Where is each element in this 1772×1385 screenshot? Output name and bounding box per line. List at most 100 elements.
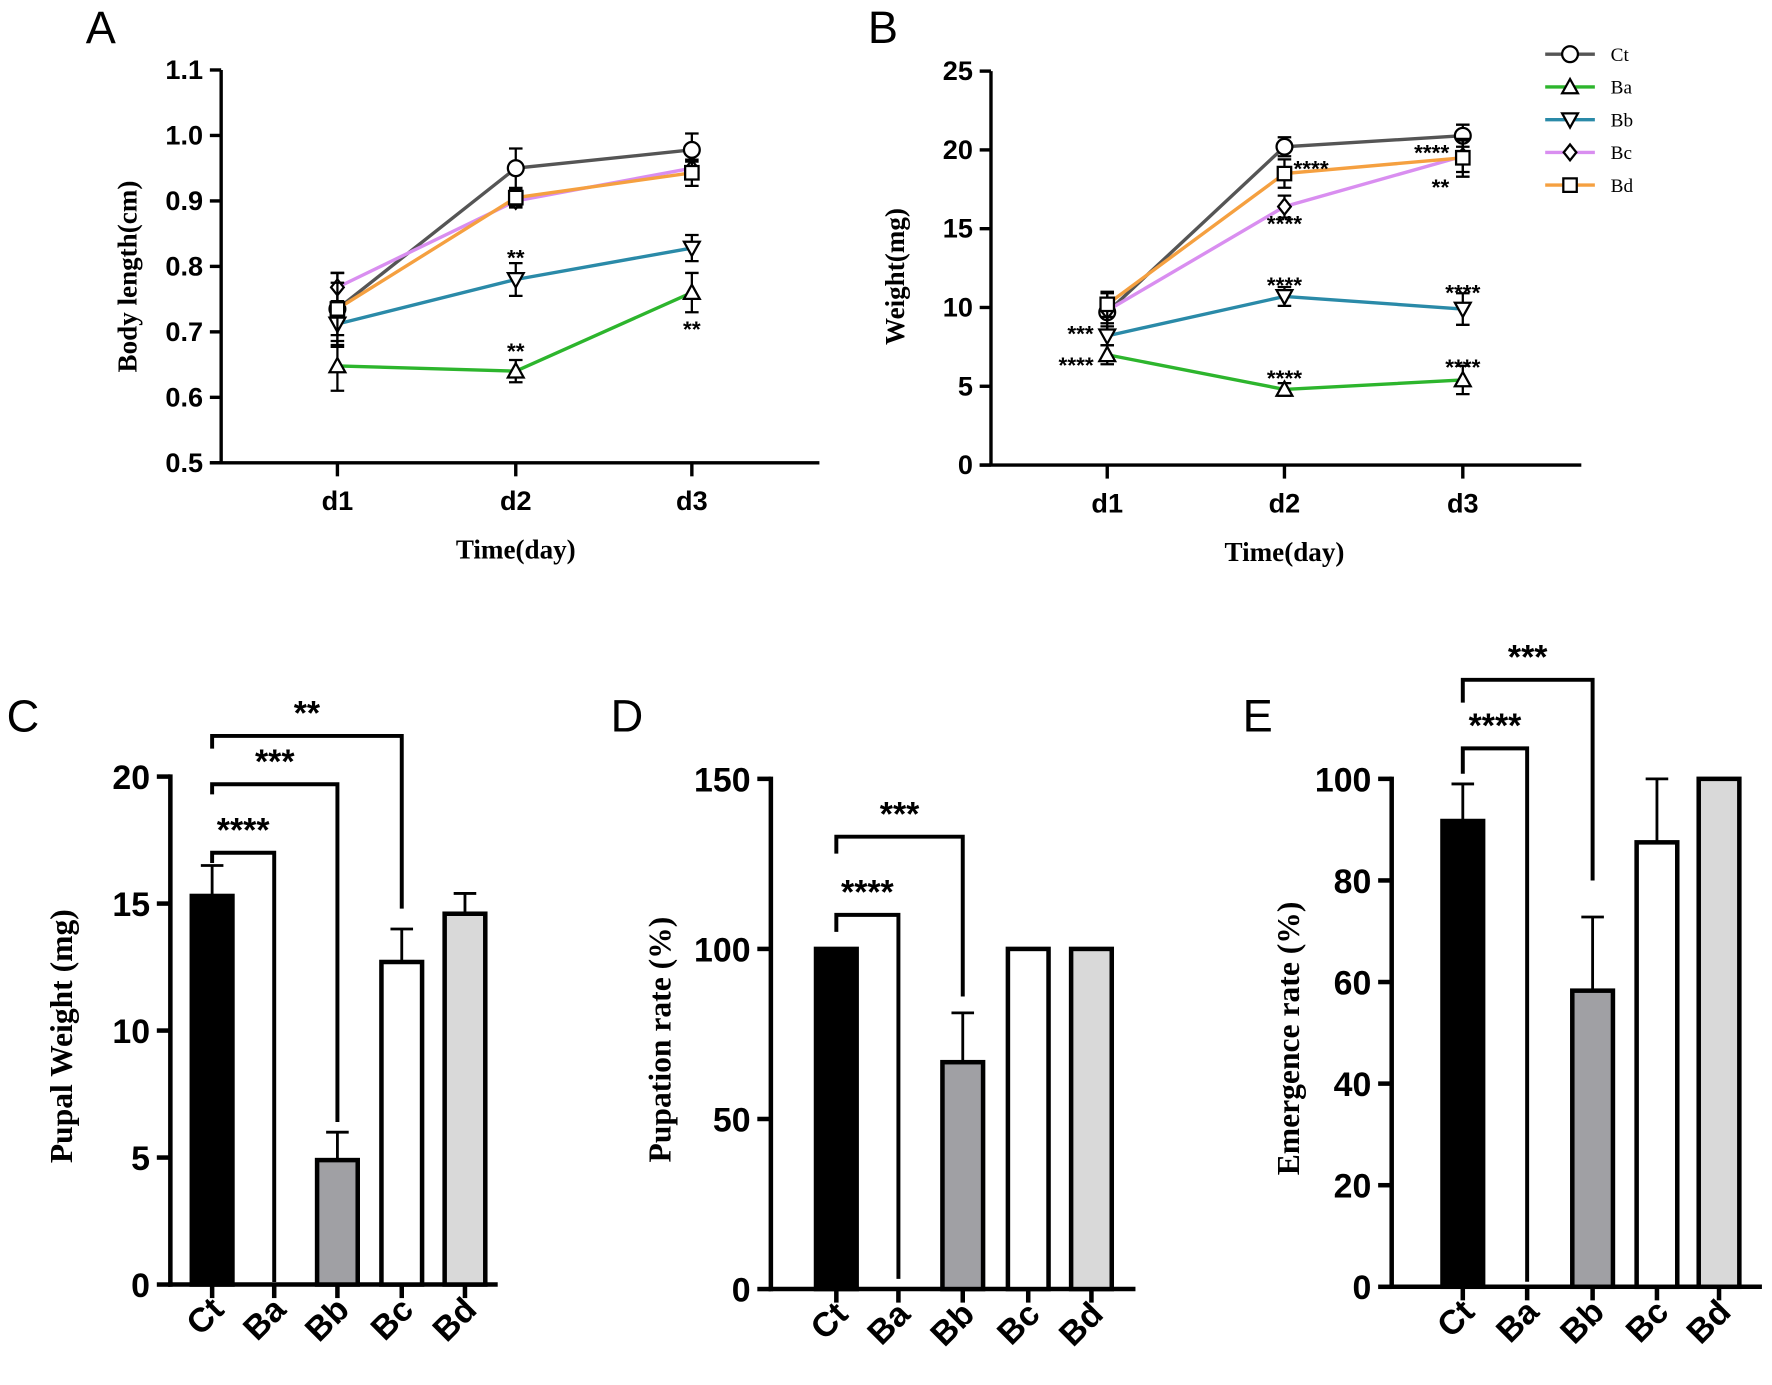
- legend-marker-bb: [1560, 112, 1580, 130]
- data-point-bb: [1097, 328, 1118, 347]
- y-tick-label: 0.7: [165, 316, 203, 347]
- x-tick-label: d1: [322, 485, 354, 516]
- y-tick-label: 25: [943, 55, 973, 86]
- panel-label-a: A: [86, 2, 117, 53]
- data-point-ba: [1097, 344, 1118, 363]
- legend-label-ct: Ct: [1611, 45, 1630, 66]
- x-tick-label: Bb: [1553, 1293, 1612, 1352]
- significance-label: **: [683, 317, 701, 342]
- x-tick-label: Ct: [179, 1290, 231, 1342]
- data-point-bd: [507, 189, 524, 206]
- x-tick-label: Ct: [803, 1295, 855, 1347]
- y-axis-title: Emergence rate (%): [1271, 902, 1306, 1176]
- data-point-bb: [1452, 301, 1473, 320]
- y-tick-label: 5: [958, 370, 973, 401]
- significance-bracket: [834, 834, 965, 997]
- error-bar: [1451, 782, 1475, 822]
- x-tick-label: Bd: [1679, 1293, 1738, 1352]
- error-bar: [951, 1011, 975, 1063]
- y-tick-label: 0.9: [165, 185, 203, 216]
- legend-marker-bd: [1562, 177, 1578, 193]
- legend-label-bc: Bc: [1611, 143, 1632, 164]
- chart-e-emergence-rate: 0 20 40 60 80 100 Ct Ba Bb Bc Bd Emergence rate (%)…: [1271, 639, 1762, 1352]
- significance-label: ****: [1469, 707, 1523, 745]
- data-point-bb: [682, 240, 702, 259]
- significance-bracket: [834, 912, 901, 1279]
- data-point-ct: [506, 159, 525, 178]
- y-axis-title: Weight(mg): [880, 208, 910, 345]
- error-bar: [200, 864, 224, 896]
- bar-ct: [189, 893, 235, 1287]
- x-tick-label: d2: [500, 485, 532, 516]
- y-tick-label: 0: [732, 1271, 751, 1309]
- significance-label: ****: [1293, 156, 1328, 181]
- significance-bracket: [210, 733, 404, 909]
- x-tick-label: Ct: [1430, 1293, 1482, 1345]
- y-tick-label: 1.0: [165, 119, 203, 150]
- x-tick-label: Bd: [1052, 1295, 1111, 1354]
- x-tick-label: d3: [676, 485, 708, 516]
- data-point-bd: [329, 301, 346, 317]
- significance-bracket: [210, 782, 340, 1122]
- x-tick-label: Bd: [425, 1290, 484, 1349]
- legend-marker-ba: [1560, 76, 1580, 95]
- x-tick-label: d1: [1091, 487, 1123, 518]
- data-point-bd: [684, 164, 700, 181]
- y-axis-title: Body length(cm): [112, 181, 142, 373]
- y-tick-label: 100: [1315, 761, 1372, 799]
- y-tick-label: 0.5: [165, 447, 203, 478]
- y-tick-label: 0: [958, 449, 973, 480]
- y-tick-label: 0: [1353, 1269, 1372, 1307]
- y-tick-label: 20: [943, 134, 973, 165]
- y-tick-label: 15: [943, 213, 973, 244]
- y-tick-label: 40: [1334, 1066, 1372, 1104]
- y-tick-label: 15: [112, 886, 150, 924]
- significance-label: ****: [1059, 353, 1094, 378]
- significance-label: **: [507, 339, 525, 364]
- bar-bc: [1005, 946, 1051, 1292]
- significance-label: ****: [1414, 141, 1449, 166]
- significance-label: **: [1432, 175, 1450, 200]
- significance-label: ****: [841, 874, 895, 912]
- data-point-bc: [1276, 196, 1293, 217]
- bar-bd: [1696, 776, 1742, 1290]
- significance-label: ****: [1445, 281, 1480, 306]
- data-point-bd: [1276, 165, 1293, 182]
- y-tick-label: 150: [694, 761, 751, 799]
- y-tick-label: 100: [694, 931, 751, 969]
- x-tick-label: Bb: [298, 1290, 357, 1349]
- bar-bb: [940, 1059, 986, 1292]
- y-tick-label: 5: [131, 1140, 150, 1178]
- x-tick-label: d3: [1447, 487, 1479, 518]
- data-point-ct: [1275, 137, 1294, 156]
- data-point-ba: [682, 282, 702, 301]
- significance-label: ***: [1067, 322, 1094, 347]
- significance-label: **: [507, 246, 525, 271]
- x-tick-label: Bc: [1619, 1293, 1676, 1350]
- significance-bracket: [1460, 677, 1595, 881]
- legend-label-bd: Bd: [1611, 176, 1634, 197]
- error-bar: [1645, 777, 1669, 843]
- y-tick-label: 60: [1334, 964, 1372, 1002]
- y-tick-label: 10: [943, 292, 973, 323]
- y-tick-label: 0.8: [165, 250, 203, 281]
- legend-marker-bc: [1562, 142, 1578, 163]
- bar-ct: [1440, 818, 1486, 1290]
- significance-label: ***: [880, 795, 920, 833]
- significance-label: ****: [217, 811, 271, 849]
- significance-label: ***: [255, 743, 295, 781]
- x-tick-label: Ba: [1489, 1292, 1547, 1350]
- significance-label: **: [294, 695, 321, 733]
- panel-label-c: C: [7, 690, 40, 741]
- error-bar: [453, 892, 477, 914]
- data-point-ba: [1452, 369, 1473, 388]
- bar-bc: [379, 959, 425, 1287]
- x-tick-label: Ba: [236, 1290, 294, 1348]
- error-bar: [390, 927, 414, 962]
- bar-bb: [1570, 988, 1616, 1290]
- y-tick-label: 10: [112, 1013, 150, 1051]
